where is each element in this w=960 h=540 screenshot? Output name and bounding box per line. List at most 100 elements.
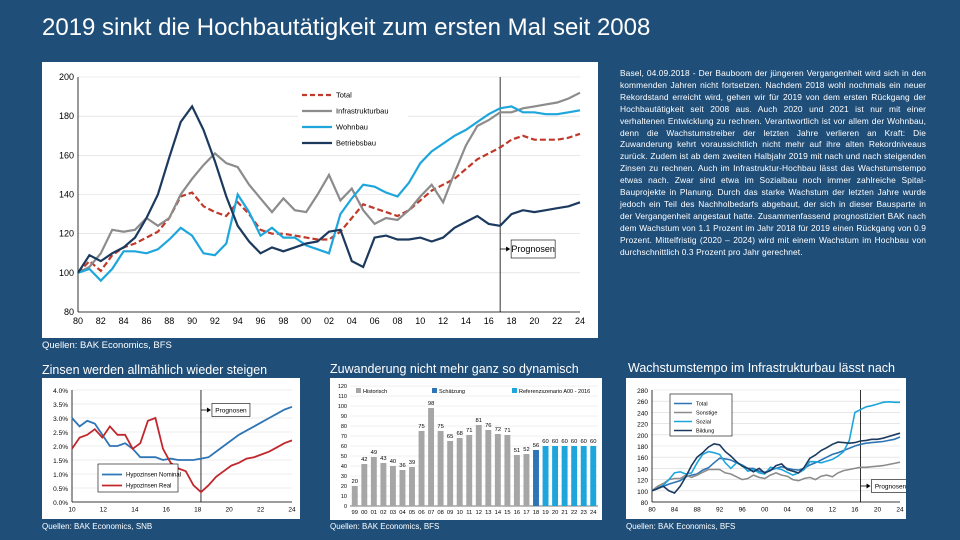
y-tick-label: 2.0% bbox=[53, 444, 68, 451]
bar bbox=[428, 408, 435, 506]
legend-label: Historisch bbox=[363, 389, 387, 395]
bar bbox=[456, 438, 463, 506]
y-tick-label: 2.5% bbox=[53, 430, 68, 437]
x-tick-label: 17 bbox=[523, 510, 529, 516]
zinsen-subtitle: Zinsen werden allmählich wieder steigen bbox=[42, 363, 268, 377]
prognosen-arrowhead bbox=[866, 483, 871, 489]
bar-value-label: 36 bbox=[399, 463, 405, 469]
y-tick-label: 140 bbox=[59, 190, 74, 200]
x-tick-label: 16 bbox=[514, 510, 520, 516]
y-tick-label: 260 bbox=[637, 399, 648, 406]
x-tick-label: 14 bbox=[495, 510, 502, 516]
x-tick-label: 23 bbox=[580, 510, 586, 516]
legend-label: Total bbox=[336, 91, 352, 100]
prognosen-arrowhead bbox=[506, 246, 511, 252]
y-tick-label: 20 bbox=[341, 484, 347, 490]
x-tick-label: 10 bbox=[68, 507, 76, 514]
bar-value-label: 72 bbox=[495, 427, 501, 433]
bar-value-label: 60 bbox=[552, 439, 558, 445]
legend-label: Referenzszenario A00 - 2016 bbox=[519, 389, 590, 395]
bar bbox=[389, 466, 396, 506]
series-line-betriebsbau bbox=[77, 104, 581, 274]
bar-value-label: 71 bbox=[466, 428, 472, 434]
x-tick-label: 15 bbox=[504, 510, 510, 516]
legend-label: Betriebsbau bbox=[336, 139, 376, 148]
infra-chart-panel: 80 100 120 140 160 180 200 220 240 260 280 80 84 88 92… bbox=[626, 378, 910, 519]
bar-value-label: 75 bbox=[418, 424, 424, 430]
y-tick-label: 120 bbox=[59, 229, 74, 239]
bar bbox=[361, 464, 368, 506]
bar bbox=[409, 467, 415, 506]
bar bbox=[380, 463, 387, 506]
y-tick-label: 120 bbox=[637, 478, 648, 485]
x-tick-label: 12 bbox=[438, 316, 448, 326]
legend-label: Total bbox=[696, 401, 708, 407]
x-tick-label: 05 bbox=[409, 510, 415, 516]
bar-value-label: 60 bbox=[561, 439, 567, 445]
x-tick-label: 00 bbox=[301, 316, 311, 326]
y-tick-label: 180 bbox=[59, 111, 74, 121]
x-tick-label: 24 bbox=[896, 507, 904, 514]
x-tick-label: 04 bbox=[784, 507, 792, 514]
bar-value-label: 56 bbox=[533, 443, 539, 449]
x-tick-label: 24 bbox=[288, 507, 296, 514]
x-tick-label: 20 bbox=[226, 507, 234, 514]
legend-box bbox=[669, 393, 733, 437]
x-tick-label: 07 bbox=[428, 510, 434, 516]
bar-value-label: 60 bbox=[590, 439, 596, 445]
y-tick-label: 90 bbox=[341, 414, 347, 420]
bar bbox=[351, 486, 358, 506]
x-tick-label: 18 bbox=[533, 510, 539, 516]
x-tick-label: 82 bbox=[96, 316, 106, 326]
x-tick-label: 10 bbox=[415, 316, 425, 326]
y-tick-label: 240 bbox=[637, 410, 648, 417]
y-tick-label: 100 bbox=[59, 268, 74, 278]
y-tick-label: 1.0% bbox=[53, 472, 68, 479]
series-line-hypozinsen-nominal bbox=[71, 405, 293, 461]
zinsen-chart-panel: 0.0% 0.5% 1.0% 1.5% 2.0% 2.5% 3.0% 3.5% 4.0% 10 12… bbox=[42, 378, 300, 519]
y-tick-label: 70 bbox=[341, 434, 347, 440]
bar-value-label: 75 bbox=[437, 424, 443, 430]
bar bbox=[513, 455, 520, 506]
prognosen-box bbox=[211, 403, 251, 417]
x-tick-label: 03 bbox=[390, 510, 396, 516]
prognosen-label: Prognosen bbox=[215, 407, 247, 414]
bar-value-label: 60 bbox=[571, 439, 577, 445]
bar-value-label: 60 bbox=[580, 439, 586, 445]
bar-value-label: 65 bbox=[447, 434, 453, 440]
y-tick-label: 200 bbox=[637, 433, 648, 440]
y-tick-label: 80 bbox=[64, 307, 74, 317]
series-line-sozial bbox=[651, 400, 900, 492]
y-tick-label: 180 bbox=[637, 444, 648, 451]
bar-value-label: 81 bbox=[476, 418, 482, 424]
y-tick-label: 110 bbox=[338, 394, 347, 400]
x-tick-label: 84 bbox=[671, 507, 679, 514]
x-tick-label: 92 bbox=[716, 507, 724, 514]
bar-value-label: 98 bbox=[428, 401, 434, 407]
page-title: 2019 sinkt die Hochbautätigkeit zum erst… bbox=[42, 14, 651, 41]
x-tick-label: 16 bbox=[163, 507, 171, 514]
bar bbox=[485, 430, 492, 506]
bar-value-label: 71 bbox=[504, 428, 510, 434]
x-tick-label: 18 bbox=[194, 507, 202, 514]
bar bbox=[418, 431, 425, 506]
x-tick-label: 19 bbox=[542, 510, 548, 516]
x-tick-label: 80 bbox=[73, 316, 83, 326]
x-tick-label: 96 bbox=[739, 507, 747, 514]
y-tick-label: 3.0% bbox=[53, 416, 68, 423]
y-tick-label: 40 bbox=[341, 464, 347, 470]
zuwanderung-source: Quellen: BAK Economics, BFS bbox=[330, 522, 440, 531]
zuwanderung-subtitle: Zuwanderung nicht mehr ganz so dynamisch bbox=[330, 362, 579, 376]
legend-label: Sozial bbox=[696, 419, 711, 425]
infra-source: Quellen: BAK Economics, BFS bbox=[626, 522, 736, 531]
legend-label: Sonstige bbox=[696, 410, 717, 416]
legend-label: Infrastrukturbau bbox=[336, 107, 389, 116]
y-tick-label: 60 bbox=[341, 444, 347, 450]
bar bbox=[466, 435, 473, 506]
prognosen-label: Prognosen bbox=[511, 244, 555, 254]
x-tick-label: 14 bbox=[131, 507, 139, 514]
x-tick-label: 12 bbox=[476, 510, 482, 516]
x-tick-label: 11 bbox=[466, 510, 472, 516]
bar bbox=[561, 446, 568, 506]
